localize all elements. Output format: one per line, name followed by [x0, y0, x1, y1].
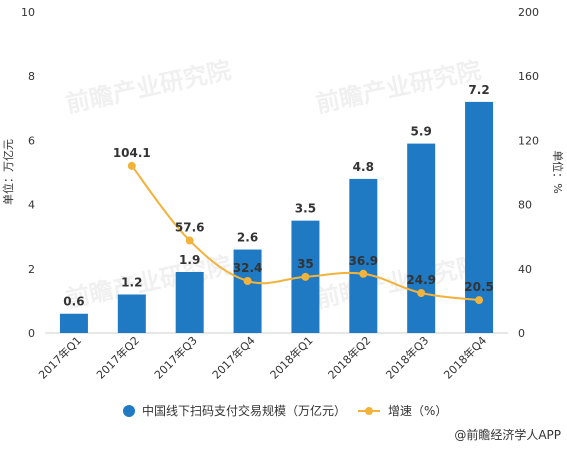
- source-label: @前瞻经济学人APP: [454, 427, 561, 442]
- bar-value-label: 1.2: [121, 275, 142, 289]
- watermark-text-1: 前瞻产业研究院: [313, 56, 483, 118]
- bar-6: [349, 178, 378, 333]
- bar-8: [465, 101, 494, 333]
- y-left-tick-label: 4: [28, 199, 35, 212]
- y-right-tick-label: 40: [518, 263, 532, 276]
- bar-2: [117, 294, 146, 333]
- growth-point-7: [417, 289, 426, 298]
- x-category-label: 2018年Q3: [383, 333, 432, 382]
- x-category-label: 2017年Q3: [151, 333, 200, 382]
- legend-line-label: 增速（%）: [388, 404, 447, 418]
- growth-point-4: [243, 276, 252, 285]
- x-category-label: 2017年Q1: [36, 333, 85, 382]
- bar-value-label: 4.8: [353, 160, 374, 174]
- bar-3: [175, 272, 204, 333]
- growth-value-label: 36.9: [349, 254, 379, 268]
- watermark-text-2: 前瞻产业研究院: [63, 251, 233, 313]
- x-category-label: 2018年Q2: [325, 333, 374, 382]
- bar-7: [407, 143, 436, 333]
- y-right-tick-label: 200: [518, 6, 539, 19]
- growth-point-8: [475, 296, 484, 305]
- bar-value-label: 3.5: [295, 202, 316, 216]
- growth-value-label: 32.4: [233, 261, 263, 275]
- growth-value-label: 57.6: [175, 221, 205, 235]
- legend-bar-swatch: [123, 405, 135, 417]
- growth-point-2: [127, 161, 136, 170]
- bar-value-label: 0.6: [63, 295, 84, 309]
- growth-point-5: [301, 272, 310, 281]
- y-right-tick-label: 160: [518, 70, 539, 83]
- watermark-text-3: 前瞻产业研究院: [313, 251, 483, 313]
- y-right-axis-title: 单位：%: [551, 150, 565, 193]
- y-right-tick-label: 120: [518, 134, 539, 147]
- growth-point-6: [359, 269, 368, 278]
- bar-value-label: 5.9: [411, 125, 432, 139]
- growth-point-3: [185, 236, 194, 245]
- bar-1: [59, 313, 88, 333]
- growth-value-label: 104.1: [113, 146, 151, 160]
- growth-value-label: 35: [297, 257, 314, 271]
- growth-value-label: 20.5: [464, 280, 494, 294]
- y-left-axis-title: 单位：万亿元: [1, 139, 15, 205]
- bar-value-label: 1.9: [179, 253, 200, 267]
- y-left-tick-label: 8: [28, 70, 35, 83]
- y-left-tick-label: 6: [28, 134, 35, 147]
- x-category-label: 2018年Q1: [267, 333, 316, 382]
- bar-value-label: 7.2: [468, 83, 489, 97]
- bar-4: [233, 249, 262, 333]
- x-category-label: 2017年Q4: [209, 333, 258, 382]
- legend-line-marker: [365, 407, 373, 415]
- y-left-tick-label: 0: [28, 327, 35, 340]
- x-category-label: 2017年Q2: [93, 333, 142, 382]
- growth-value-label: 24.9: [406, 273, 436, 287]
- y-left-tick-label: 10: [21, 6, 35, 19]
- legend-bar-label: 中国线下扫码支付交易规模（万亿元）: [142, 403, 346, 418]
- y-right-tick-label: 80: [518, 199, 532, 212]
- y-left-tick-label: 2: [28, 263, 35, 276]
- y-right-tick-label: 0: [518, 327, 525, 340]
- watermark-text-0: 前瞻产业研究院: [63, 56, 233, 118]
- x-category-label: 2018年Q4: [441, 333, 490, 382]
- bar-value-label: 2.6: [237, 231, 258, 245]
